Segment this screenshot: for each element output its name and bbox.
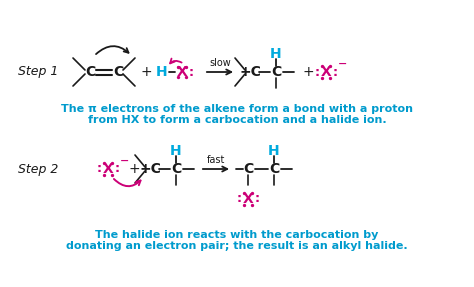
Text: :: :: [97, 162, 101, 175]
Text: +C: +C: [139, 162, 161, 176]
Text: C: C: [243, 162, 253, 176]
Text: The π electrons of the alkene form a bond with a proton: The π electrons of the alkene form a bon…: [61, 104, 413, 114]
Text: +: +: [128, 162, 140, 176]
Text: Step 1: Step 1: [18, 65, 58, 79]
Text: X: X: [103, 162, 113, 176]
Text: C: C: [269, 162, 279, 176]
Text: H: H: [156, 65, 168, 79]
Text: slow: slow: [209, 58, 231, 68]
Text: The halide ion reacts with the carbocation by: The halide ion reacts with the carbocati…: [95, 230, 379, 240]
Text: :: :: [315, 65, 319, 79]
Text: H: H: [268, 144, 280, 158]
Text: C: C: [271, 65, 281, 79]
Text: H: H: [270, 47, 282, 61]
Text: +C: +C: [239, 65, 261, 79]
Text: donating an electron pair; the result is an alkyl halide.: donating an electron pair; the result is…: [66, 241, 408, 251]
Text: from HX to form a carbocation and a halide ion.: from HX to form a carbocation and a hali…: [88, 115, 386, 125]
Text: :: :: [255, 193, 259, 205]
Text: C: C: [171, 162, 181, 176]
Text: fast: fast: [207, 155, 225, 165]
Text: C: C: [85, 65, 95, 79]
Text: :: :: [189, 65, 193, 79]
Text: +: +: [302, 65, 314, 79]
Text: −: −: [338, 59, 348, 69]
Text: C: C: [113, 65, 123, 79]
Text: :: :: [332, 65, 337, 79]
Text: Step 2: Step 2: [18, 162, 58, 175]
Text: +: +: [140, 65, 152, 79]
Text: X: X: [243, 192, 254, 206]
Text: :: :: [115, 162, 119, 175]
Text: X: X: [177, 65, 187, 79]
Text: :: :: [237, 193, 241, 205]
Text: H: H: [170, 144, 182, 158]
Text: −: −: [120, 156, 130, 166]
Text: X: X: [320, 65, 331, 79]
